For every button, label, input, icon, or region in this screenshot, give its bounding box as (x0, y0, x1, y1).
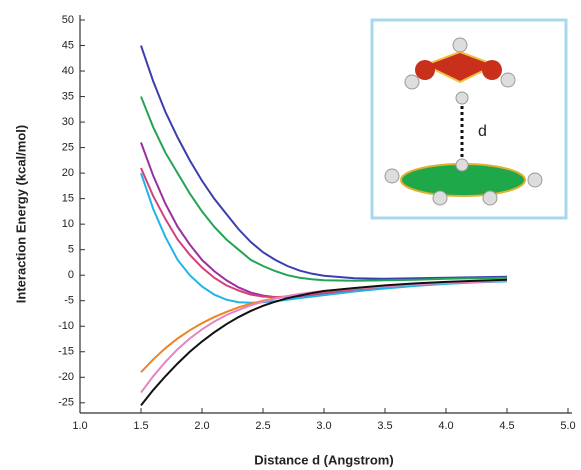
y-tick-label: 20 (62, 167, 74, 179)
x-tick-label: 4.5 (499, 420, 514, 432)
y-tick-label: -25 (58, 397, 74, 409)
atom (456, 159, 468, 171)
y-tick-label: 40 (62, 65, 74, 77)
series-line (141, 280, 507, 406)
x-tick-label: 3.0 (316, 420, 331, 432)
annotation: d (478, 123, 487, 140)
y-tick-label: 10 (62, 218, 74, 230)
atom (483, 191, 497, 205)
atom (456, 92, 468, 104)
y-tick-label: -15 (58, 346, 74, 358)
y-tick-label: 35 (62, 90, 74, 102)
atom (482, 60, 502, 80)
inset: d (372, 20, 566, 218)
y-tick-label: 15 (62, 193, 74, 205)
chart: Interaction Energy (kcal/mol) Distance d… (0, 0, 581, 470)
y-tick-label: 0 (68, 269, 74, 281)
y-tick-label: 50 (62, 14, 74, 26)
page: Interaction Energy (kcal/mol) Distance d… (0, 0, 581, 470)
atom (433, 191, 447, 205)
y-tick-label: 30 (62, 116, 74, 128)
series-line (141, 281, 507, 393)
x-tick-label: 2.0 (194, 420, 209, 432)
x-tick-label: 5.0 (560, 420, 575, 432)
y-tick-label: 5 (68, 244, 74, 256)
atom (501, 73, 515, 87)
x-axis-title: Distance d (Angstrom) (254, 452, 393, 467)
x-tick-label: 3.5 (377, 420, 392, 432)
y-tick-label: -5 (64, 295, 74, 307)
atom (415, 60, 435, 80)
y-tick-label: 45 (62, 39, 74, 51)
x-tick-label: 2.5 (255, 420, 270, 432)
atom (453, 38, 467, 52)
atom (385, 169, 399, 183)
y-tick-label: -10 (58, 320, 74, 332)
y-tick-label: -20 (58, 371, 74, 383)
x-tick-label: 4.0 (438, 420, 453, 432)
atom (528, 173, 542, 187)
x-tick-label: 1.0 (72, 420, 87, 432)
atom (405, 75, 419, 89)
x-tick-label: 1.5 (133, 420, 148, 432)
y-tick-label: 25 (62, 142, 74, 154)
y-axis-title: Interaction Energy (kcal/mol) (13, 125, 28, 303)
